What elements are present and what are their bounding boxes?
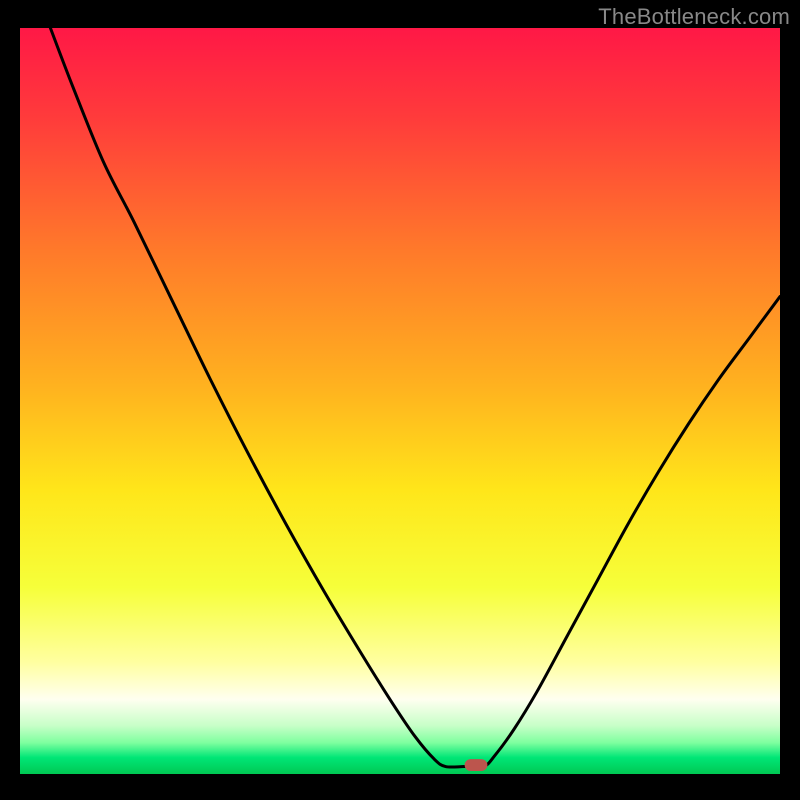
watermark-text: TheBottleneck.com [598, 4, 790, 30]
bottleneck-curve-chart [20, 28, 780, 774]
gradient-background [20, 28, 780, 774]
chart-frame: TheBottleneck.com [0, 0, 800, 800]
plot-area [20, 28, 780, 774]
optimal-point-marker [465, 759, 488, 771]
